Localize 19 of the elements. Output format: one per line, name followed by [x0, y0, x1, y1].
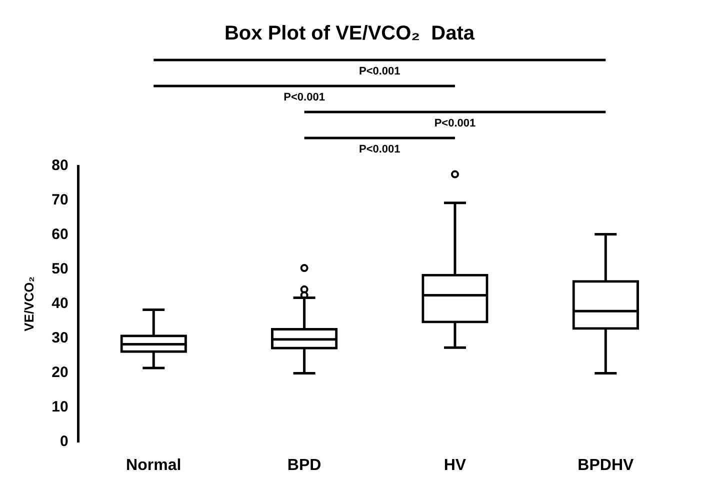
y-tick-label: 40: [52, 295, 68, 312]
x-tick-label: BPD: [287, 456, 322, 474]
y-axis-title: VE/VCO₂: [21, 276, 36, 332]
y-tick-label: 30: [52, 330, 68, 347]
text: P<0.001: [434, 118, 476, 130]
y-tick-label: 10: [52, 398, 68, 416]
x-tick-label: HV: [444, 456, 466, 474]
text: P<0.001: [358, 144, 400, 156]
text: P<0.001: [358, 66, 400, 78]
y-tick-label: 20: [52, 364, 68, 381]
x-tick-label: Normal: [126, 456, 182, 474]
y-tick-label: 70: [52, 192, 68, 209]
x-tick-label: BPDHV: [578, 456, 634, 474]
y-tick-label: 50: [52, 260, 68, 278]
y-tick-label: 80: [52, 157, 68, 174]
text: P<0.001: [284, 92, 325, 104]
y-tick-label: 0: [60, 432, 68, 450]
chart-title: Box Plot of VE/VCO₂ Data: [224, 22, 476, 45]
y-tick-label: 60: [52, 226, 68, 244]
